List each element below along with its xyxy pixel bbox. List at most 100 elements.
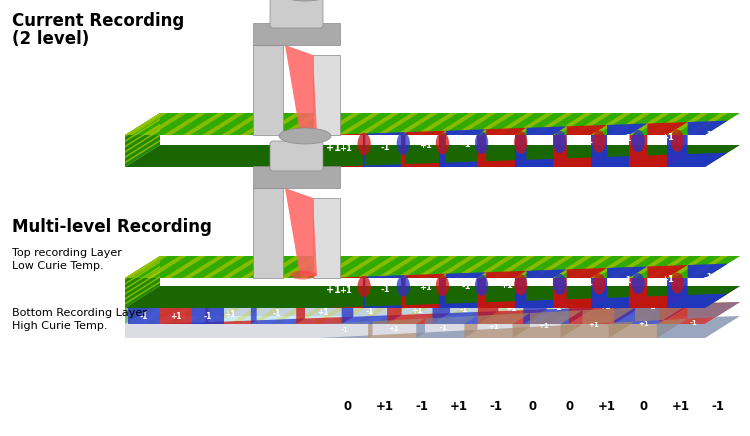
- Polygon shape: [570, 256, 612, 278]
- Ellipse shape: [475, 132, 488, 154]
- FancyBboxPatch shape: [270, 0, 323, 28]
- Polygon shape: [125, 266, 160, 290]
- Polygon shape: [202, 256, 244, 278]
- Ellipse shape: [670, 272, 684, 293]
- Text: +1: +1: [638, 321, 649, 327]
- Polygon shape: [280, 113, 322, 135]
- Polygon shape: [183, 256, 225, 278]
- Polygon shape: [434, 113, 477, 135]
- Polygon shape: [368, 319, 425, 338]
- Polygon shape: [253, 45, 283, 135]
- Polygon shape: [396, 113, 438, 135]
- Polygon shape: [229, 286, 272, 308]
- Text: -1: -1: [461, 140, 471, 149]
- Polygon shape: [125, 113, 740, 135]
- Polygon shape: [473, 113, 515, 135]
- Polygon shape: [396, 256, 438, 278]
- Text: +1: +1: [505, 304, 517, 313]
- Polygon shape: [318, 113, 361, 135]
- Polygon shape: [454, 256, 496, 278]
- Polygon shape: [192, 308, 224, 324]
- Polygon shape: [622, 286, 665, 308]
- Polygon shape: [686, 113, 728, 135]
- Polygon shape: [539, 302, 582, 324]
- Polygon shape: [602, 286, 644, 308]
- Polygon shape: [531, 256, 573, 278]
- Text: +1: +1: [170, 311, 182, 320]
- Polygon shape: [628, 256, 670, 278]
- Text: 0: 0: [566, 400, 574, 413]
- Polygon shape: [208, 286, 251, 308]
- Polygon shape: [664, 302, 706, 324]
- Polygon shape: [515, 126, 567, 167]
- Text: +1: +1: [538, 323, 549, 329]
- Ellipse shape: [632, 130, 645, 152]
- Polygon shape: [492, 256, 535, 278]
- Polygon shape: [387, 297, 450, 324]
- Polygon shape: [128, 308, 160, 324]
- Text: +1: +1: [450, 400, 468, 413]
- Text: +1: +1: [411, 306, 423, 315]
- Polygon shape: [363, 132, 406, 167]
- Polygon shape: [251, 303, 305, 324]
- Polygon shape: [415, 286, 458, 308]
- Polygon shape: [188, 302, 230, 324]
- Polygon shape: [478, 293, 547, 324]
- Polygon shape: [253, 23, 340, 45]
- Polygon shape: [622, 302, 665, 324]
- Text: -1: -1: [703, 273, 712, 282]
- Polygon shape: [553, 125, 607, 167]
- Polygon shape: [332, 286, 375, 308]
- Text: -1: -1: [461, 282, 471, 291]
- Ellipse shape: [397, 276, 410, 296]
- Polygon shape: [589, 256, 632, 278]
- Polygon shape: [125, 286, 160, 324]
- Polygon shape: [473, 256, 515, 278]
- Polygon shape: [518, 286, 562, 308]
- Ellipse shape: [554, 274, 566, 295]
- Text: +1: +1: [339, 286, 352, 295]
- Polygon shape: [352, 302, 396, 324]
- Polygon shape: [125, 302, 740, 338]
- Polygon shape: [146, 302, 188, 324]
- Polygon shape: [253, 166, 340, 188]
- Polygon shape: [415, 113, 458, 135]
- Polygon shape: [439, 272, 486, 308]
- Text: -1: -1: [272, 309, 280, 318]
- Polygon shape: [125, 113, 160, 137]
- Text: -1: -1: [440, 325, 448, 331]
- Polygon shape: [125, 113, 167, 135]
- Text: +1: +1: [339, 144, 352, 153]
- Polygon shape: [320, 321, 373, 338]
- Polygon shape: [280, 256, 322, 278]
- Polygon shape: [498, 286, 541, 308]
- Polygon shape: [125, 129, 160, 153]
- Polygon shape: [580, 286, 623, 308]
- Polygon shape: [363, 275, 406, 308]
- Ellipse shape: [358, 276, 370, 297]
- Polygon shape: [206, 304, 257, 324]
- Polygon shape: [539, 286, 582, 308]
- Text: -1: -1: [490, 400, 502, 413]
- Ellipse shape: [670, 129, 684, 152]
- Ellipse shape: [279, 128, 331, 144]
- Text: +1: +1: [661, 133, 674, 142]
- Text: 0: 0: [529, 400, 537, 413]
- Polygon shape: [299, 113, 341, 135]
- Ellipse shape: [514, 274, 527, 295]
- Polygon shape: [454, 113, 496, 135]
- Text: Low Curie Temp.: Low Curie Temp.: [12, 261, 104, 271]
- Ellipse shape: [290, 270, 316, 279]
- Polygon shape: [338, 113, 380, 135]
- Polygon shape: [439, 129, 486, 167]
- Polygon shape: [352, 286, 396, 308]
- Ellipse shape: [397, 133, 410, 155]
- Polygon shape: [560, 302, 603, 324]
- Text: +1: +1: [500, 138, 513, 147]
- Polygon shape: [374, 302, 416, 324]
- Polygon shape: [498, 302, 541, 324]
- Text: +1: +1: [580, 136, 593, 144]
- Polygon shape: [492, 113, 535, 135]
- Ellipse shape: [358, 133, 370, 155]
- Text: +1: +1: [598, 303, 610, 311]
